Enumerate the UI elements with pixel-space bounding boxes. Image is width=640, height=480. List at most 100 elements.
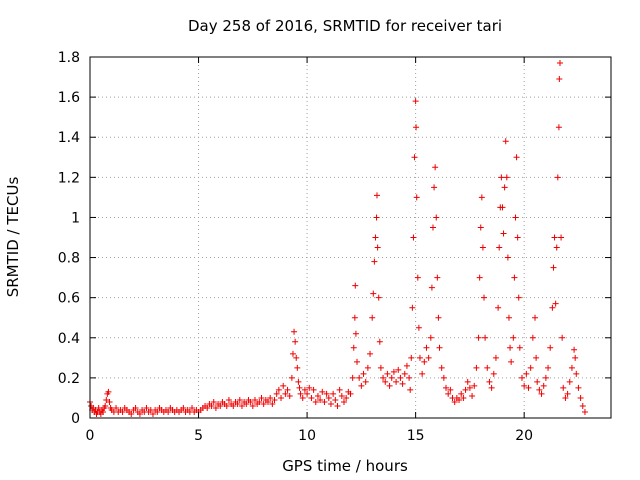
data-point [230, 402, 237, 409]
data-point [373, 214, 380, 221]
data-point [321, 398, 328, 405]
data-point [308, 394, 315, 401]
data-point [500, 230, 507, 237]
data-point [364, 364, 371, 371]
data-point [330, 390, 337, 397]
data-point [507, 344, 514, 351]
data-point [304, 390, 311, 397]
data-point [516, 344, 523, 351]
data-point [575, 384, 582, 391]
data-point [415, 324, 422, 331]
data-point [312, 398, 319, 405]
data-point [476, 274, 483, 281]
data-point [314, 392, 321, 399]
data-point [380, 374, 387, 381]
data-point [514, 234, 521, 241]
data-point [429, 224, 436, 231]
data-point [564, 390, 571, 397]
data-point [425, 354, 432, 361]
data-point [416, 354, 423, 361]
data-point [301, 386, 308, 393]
tick-layer: 0 0.2 0.4 0.6 0.8 1 1.2 1.4 1.6 1.8 0 5 10 15 20 [58, 50, 611, 444]
data-point [154, 408, 161, 415]
data-point [469, 392, 476, 399]
data-point [481, 294, 488, 301]
data-point [102, 402, 109, 409]
data-point [464, 378, 471, 385]
data-point [572, 354, 579, 361]
data-point [427, 334, 434, 341]
data-point [128, 410, 135, 417]
data-point [317, 396, 324, 403]
data-point [204, 404, 211, 411]
data-point [536, 386, 543, 393]
data-point [432, 164, 439, 171]
data-point [407, 386, 414, 393]
y-tick-label: 1.6 [58, 90, 80, 106]
data-point [347, 390, 354, 397]
data-point [456, 396, 463, 403]
data-point [390, 368, 397, 375]
data-point [247, 398, 254, 405]
data-point [243, 400, 250, 407]
data-point [558, 234, 565, 241]
data-point [568, 364, 575, 371]
chart-title: Day 258 of 2016, SRMTID for receiver tar… [188, 17, 502, 35]
data-point [336, 386, 343, 393]
data-point [208, 402, 215, 409]
data-point [106, 398, 113, 405]
plot-frame [89, 56, 612, 419]
data-point [421, 358, 428, 365]
data-point [352, 330, 359, 337]
data-point [477, 224, 484, 231]
data-point [212, 404, 219, 411]
data-point [550, 264, 557, 271]
data-point [334, 402, 341, 409]
data-point [332, 396, 339, 403]
data-point [352, 282, 359, 289]
data-point [447, 386, 454, 393]
data-point [515, 294, 522, 301]
data-point [428, 284, 435, 291]
data-point [482, 334, 489, 341]
data-point [388, 374, 395, 381]
data-point [545, 364, 552, 371]
y-tick-label: 0 [71, 411, 80, 427]
data-point [419, 370, 426, 377]
data-point [325, 394, 332, 401]
data-point [510, 334, 517, 341]
data-point [462, 386, 469, 393]
data-point [451, 398, 458, 405]
data-point [406, 374, 413, 381]
data-point [397, 374, 404, 381]
data-point [433, 214, 440, 221]
y-tick-label: 0.4 [58, 331, 80, 347]
data-point [278, 394, 285, 401]
data-point [471, 382, 478, 389]
data-point [362, 378, 369, 385]
data-point [532, 314, 539, 321]
data-point [275, 386, 282, 393]
data-point [443, 384, 450, 391]
data-point [223, 402, 230, 409]
data-point [340, 398, 347, 405]
data-point [496, 244, 503, 251]
data-point [299, 394, 306, 401]
x-tick-label: 15 [407, 428, 425, 444]
grid-layer [90, 57, 611, 418]
data-point [508, 358, 515, 365]
data-point [413, 194, 420, 201]
data-point [149, 410, 156, 417]
data-point [180, 404, 187, 411]
data-point [376, 338, 383, 345]
data-point [479, 244, 486, 251]
data-point [458, 390, 465, 397]
data-point [367, 350, 374, 357]
y-tick-label: 1 [71, 210, 80, 226]
data-layer [87, 60, 588, 417]
data-point [562, 394, 569, 401]
data-point [136, 410, 143, 417]
data-point [293, 354, 300, 361]
